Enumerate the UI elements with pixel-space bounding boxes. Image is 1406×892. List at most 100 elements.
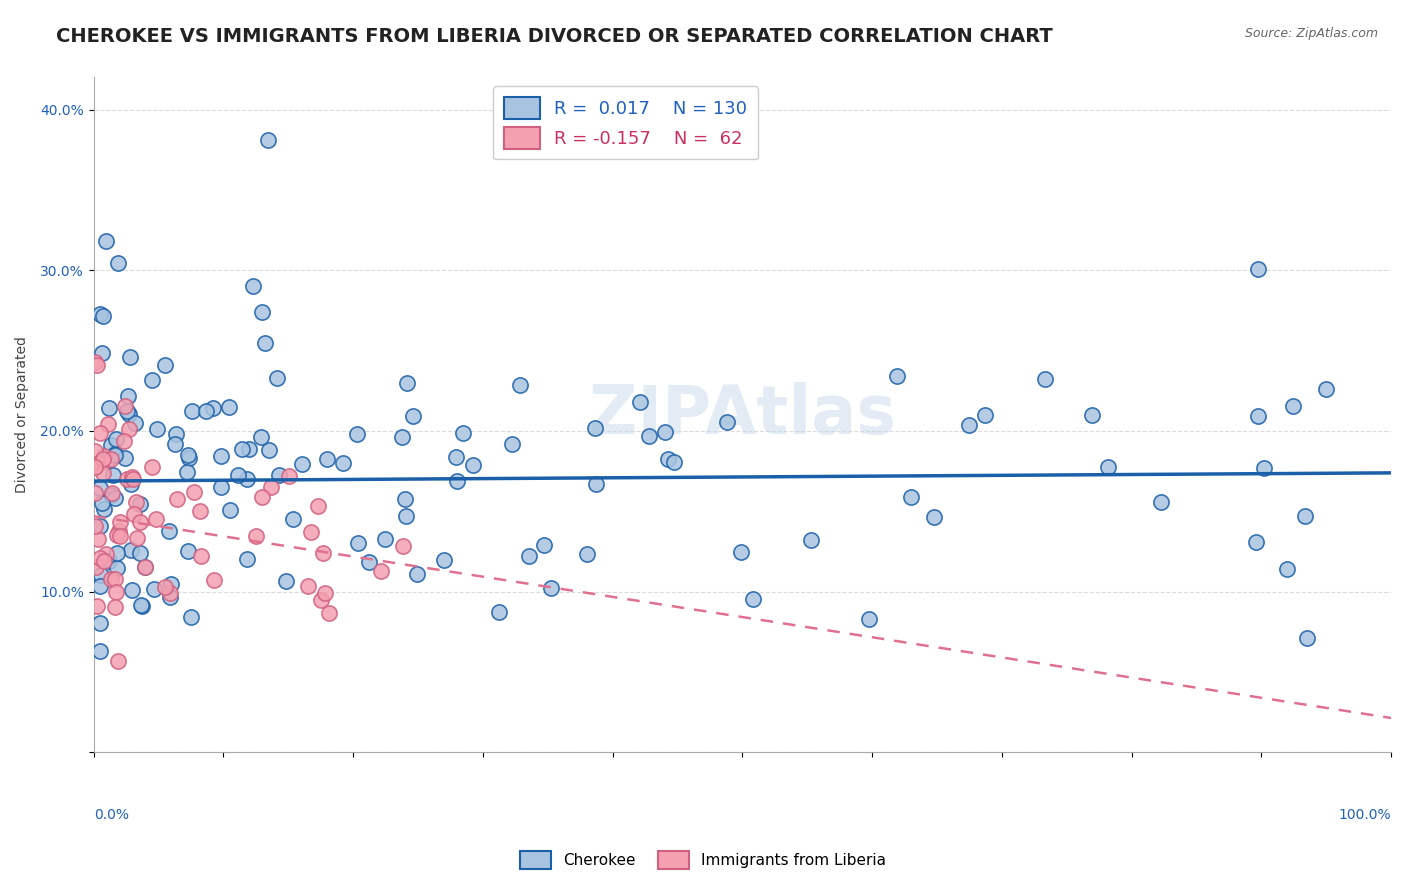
Point [131,599,153,613]
Point [89,518,111,533]
Point [89,616,111,631]
Point [238,442,260,457]
Point [108,524,131,538]
Point [183,485,205,500]
Point [900,490,922,504]
Point [402,409,425,423]
Point [163,437,186,451]
Point [108,529,131,543]
Text: 100.0%: 100.0% [1339,808,1391,822]
Point [160,577,183,591]
Point [176,465,198,479]
Point [585,477,607,491]
Point [657,451,679,466]
Point [180,610,202,624]
Point [283,512,305,526]
Point [90,496,112,510]
Point [742,591,765,606]
Point [242,279,264,293]
Point [250,490,273,504]
Point [1081,408,1104,422]
Point [202,401,225,416]
Point [141,459,163,474]
Point [395,509,418,524]
Point [374,533,396,547]
Y-axis label: Divorced or Separated: Divorced or Separated [15,336,30,493]
Point [1246,262,1268,277]
Point [134,560,156,574]
Point [128,546,150,560]
Point [204,573,226,587]
Point [84,486,107,500]
Point [159,586,181,600]
Point [451,426,474,441]
Point [93,450,115,464]
Point [357,555,380,569]
Point [141,373,163,387]
Point [236,472,259,486]
Point [1253,461,1275,475]
Point [114,450,136,465]
Point [96,547,118,561]
Point [254,336,277,351]
Point [100,572,122,586]
Point [112,434,135,449]
Text: 0.0%: 0.0% [94,808,129,822]
Point [177,544,200,558]
Point [332,456,354,470]
Point [90,567,112,582]
Point [1315,382,1337,396]
Point [118,408,141,422]
Point [1282,400,1305,414]
Point [1097,460,1119,475]
Point [166,492,188,507]
Point [105,432,128,446]
Point [177,450,200,465]
Point [89,643,111,657]
Point [122,472,145,486]
Point [89,481,111,495]
Point [1149,495,1171,509]
Point [145,512,167,526]
Point [89,456,111,470]
Point [86,599,108,613]
Point [89,426,111,441]
Point [236,551,259,566]
Point [103,600,125,615]
Point [309,593,332,607]
Point [662,455,685,469]
Point [84,460,107,475]
Point [120,543,142,558]
Point [218,400,240,414]
Point [93,502,115,516]
Point [104,447,127,461]
Point [1294,509,1316,524]
Point [96,234,118,248]
Point [318,606,340,620]
Point [91,309,114,323]
Point [1247,409,1270,424]
Point [501,437,523,451]
Point [124,416,146,430]
Point [86,359,108,373]
Point [395,376,418,391]
Point [120,476,142,491]
Point [118,422,141,436]
Point [96,454,118,468]
Point [299,525,322,540]
Point [257,132,280,146]
Point [628,395,651,409]
Point [730,545,752,559]
Point [316,452,339,467]
Point [276,574,298,588]
Point [128,515,150,529]
Point [98,401,121,416]
Point [509,378,531,392]
Point [84,444,107,458]
Point [211,480,233,494]
Point [108,515,131,529]
Point [226,468,249,483]
Point [146,422,169,436]
Point [886,368,908,383]
Point [924,510,946,524]
